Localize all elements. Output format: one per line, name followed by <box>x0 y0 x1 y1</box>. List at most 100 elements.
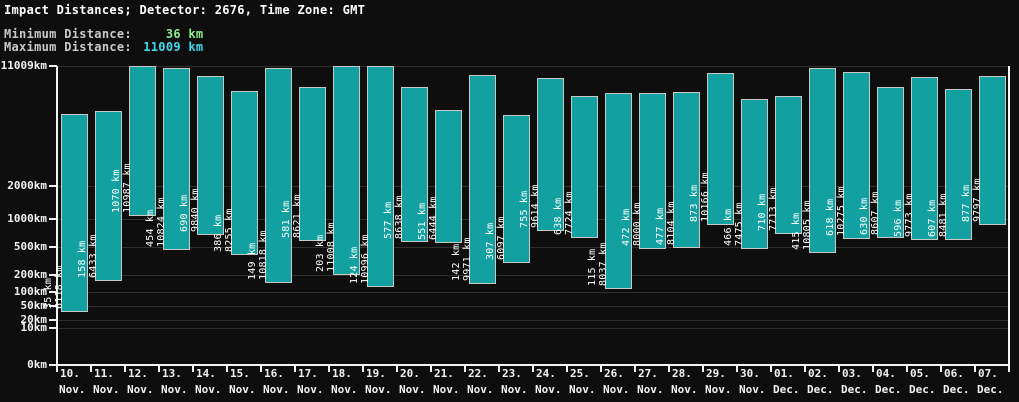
x-axis-tick <box>464 366 466 372</box>
bar-min-label: 638 km <box>552 197 564 235</box>
x-axis-tick <box>566 366 568 372</box>
range-bar: 690 km 9840 km <box>179 75 224 235</box>
x-axis-label-month: Dec. <box>875 383 902 396</box>
range-bar: 581 km 8621 km <box>281 87 326 242</box>
bar-min-label: 690 km <box>178 194 190 232</box>
x-axis-label-day: 15. <box>230 367 250 380</box>
bar-min-label: 596 km <box>892 199 904 238</box>
bar-max-label: 6097 km <box>495 216 507 260</box>
bar-max-label: 10824 km <box>155 197 167 248</box>
x-axis-tick <box>158 366 160 372</box>
bar-min-label: 115 km <box>586 248 598 286</box>
bar-max-label: 8638 km <box>393 195 405 239</box>
x-axis-tick <box>940 366 942 372</box>
max-distance-value: 11009 km <box>143 40 204 54</box>
gridline <box>57 219 1008 221</box>
range-bar: 577 km 8638 km <box>383 87 428 242</box>
x-axis-label-day: 22. <box>468 367 488 380</box>
bar-min-label: 307 km <box>484 222 496 260</box>
x-axis-label-day: 26. <box>604 367 624 380</box>
x-axis-tick <box>260 366 262 372</box>
y-axis-tick <box>49 291 57 293</box>
bar-max-label: 10166 km <box>699 172 711 223</box>
max-distance-label: Maximum Distance: <box>4 40 140 54</box>
x-axis-label-month: Nov. <box>297 383 324 396</box>
x-axis-label-month: Nov. <box>739 383 766 396</box>
x-axis-label-month: Nov. <box>331 383 358 396</box>
gridline <box>57 292 1008 293</box>
x-axis-label-month: Nov. <box>433 383 460 396</box>
x-axis-tick <box>396 366 398 372</box>
x-axis-label-day: 02. <box>808 367 828 380</box>
x-axis-tick <box>872 366 874 372</box>
range-bar: 386 km 8255 km <box>213 90 258 256</box>
x-axis-label-day: 07. <box>978 367 998 380</box>
gridline <box>57 66 1008 67</box>
bar-min-label: 1070 km <box>110 169 122 214</box>
x-axis-label-day: 11. <box>94 367 114 380</box>
x-axis-label-day: 01. <box>774 367 794 380</box>
min-distance-label: Minimum Distance: <box>4 27 140 41</box>
x-axis-label-day: 25. <box>570 367 590 380</box>
range-bar: 618 km 10275 km <box>825 72 870 239</box>
bar-max-label: 6118 km <box>53 265 65 309</box>
x-axis-label-day: 18. <box>332 367 352 380</box>
y-axis-tick <box>49 65 57 67</box>
y-axis-label: 10km <box>20 321 48 335</box>
bar-value-labels: 115 km 8037 km <box>587 242 609 286</box>
bar-value-labels: 124 km 10996 km <box>349 234 371 284</box>
range-bar: 158 km 6433 km <box>77 110 122 282</box>
y-axis-tick <box>49 304 57 307</box>
y-axis-label: 2000km <box>7 178 47 192</box>
x-axis-label-month: Dec. <box>909 383 936 396</box>
x-axis-label-month: Dec. <box>807 383 834 396</box>
x-axis-label-day: 10. <box>60 367 80 380</box>
x-axis-label-month: Nov. <box>93 383 120 396</box>
bar-max-label: 10805 km <box>801 200 813 251</box>
x-axis-tick <box>906 366 908 372</box>
bar-value-labels: 307 km 6097 km <box>485 216 507 260</box>
x-axis-label-month: Nov. <box>637 383 664 396</box>
x-axis-tick <box>1008 366 1010 372</box>
gridline <box>57 328 1008 330</box>
x-axis-tick <box>736 366 738 372</box>
range-bar: 307 km 6097 km <box>485 114 530 263</box>
gridline <box>57 305 1008 307</box>
bar-value-labels: 577 km 8638 km <box>383 195 405 239</box>
bar-max-label: 8037 km <box>597 242 609 286</box>
bar-max-label: 8255 km <box>223 208 235 253</box>
y-axis-tick <box>49 319 57 321</box>
bar-max-label: 9797 km <box>971 178 983 222</box>
bar-max-label: 9840 km <box>189 188 201 232</box>
x-axis-tick <box>600 366 602 372</box>
x-axis-label-day: 03. <box>842 367 862 380</box>
bar-value-labels: 596 km 9773 km <box>893 194 915 238</box>
x-axis-tick <box>668 366 670 372</box>
bar-max-label: 10996 km <box>359 234 371 285</box>
x-axis-label-day: 21. <box>434 367 454 380</box>
bar-value-labels: 203 km 11008 km <box>315 222 337 272</box>
bar-value-labels: 638 km 7724 km <box>553 191 575 235</box>
x-axis-tick <box>634 366 636 372</box>
min-distance-value: 36 km <box>165 27 204 41</box>
bar-max-label: 7724 km <box>563 191 575 235</box>
range-bar: 551 km 6444 km <box>417 110 462 244</box>
bar-min-label: 415 km <box>790 212 802 251</box>
bar-min-label: 149 km <box>246 242 258 280</box>
bar-value-labels: 630 km 8607 km <box>859 192 881 236</box>
x-axis-label-month: Dec. <box>977 383 1004 396</box>
x-axis-label-month: Nov. <box>467 383 494 396</box>
bar-min-label: 472 km <box>620 208 632 246</box>
bar-value-labels: 873 km 10166 km <box>689 173 711 223</box>
bar-min-label: 124 km <box>348 246 360 285</box>
bar-value-labels: 607 km 8481 km <box>927 193 949 237</box>
range-bar: 35 km 6118 km <box>43 114 88 312</box>
min-distance-row: Minimum Distance: 36 km <box>4 27 203 41</box>
x-axis-line <box>56 364 1010 366</box>
x-axis-label-month: Nov. <box>263 383 290 396</box>
x-axis-label-month: Dec. <box>841 383 868 396</box>
x-axis-tick <box>90 366 92 372</box>
range-bar: 415 km 10805 km <box>791 67 836 254</box>
